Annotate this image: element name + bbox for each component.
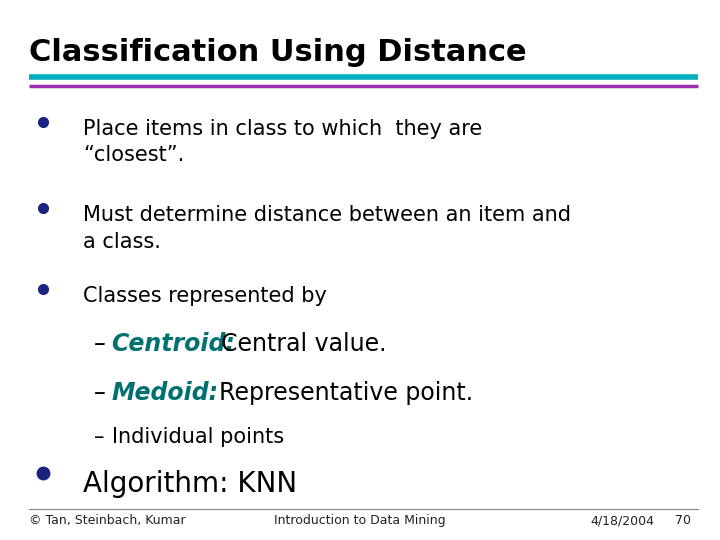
Text: Place items in class to which  they are
“closest”.: Place items in class to which they are “… [83, 119, 482, 165]
Text: –: – [94, 332, 105, 356]
Text: Classification Using Distance: Classification Using Distance [29, 38, 526, 67]
Text: 70: 70 [675, 514, 691, 527]
Text: © Tan, Steinbach, Kumar: © Tan, Steinbach, Kumar [29, 514, 186, 527]
Text: Must determine distance between an item and
a class.: Must determine distance between an item … [83, 205, 571, 252]
Text: 4/18/2004: 4/18/2004 [590, 514, 654, 527]
Text: Representative point.: Representative point. [204, 381, 473, 404]
Text: Individual points: Individual points [112, 427, 284, 447]
Text: Centroid:: Centroid: [112, 332, 235, 356]
Text: –: – [94, 427, 104, 447]
Text: Algorithm: KNN: Algorithm: KNN [83, 470, 297, 498]
Text: Introduction to Data Mining: Introduction to Data Mining [274, 514, 446, 527]
Text: –: – [94, 381, 105, 404]
Text: Classes represented by: Classes represented by [83, 286, 327, 306]
Text: Central value.: Central value. [221, 332, 387, 356]
Text: Medoid:: Medoid: [112, 381, 219, 404]
